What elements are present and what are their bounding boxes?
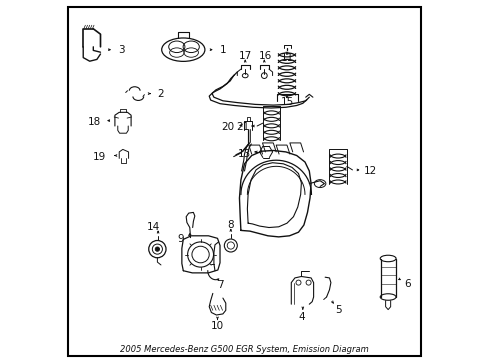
Text: 7: 7 (216, 280, 223, 290)
Text: 5: 5 (334, 305, 341, 315)
Text: 12: 12 (363, 166, 376, 176)
Text: 17: 17 (238, 51, 251, 61)
Text: 10: 10 (210, 321, 224, 331)
Text: 4: 4 (298, 312, 305, 322)
Text: 2: 2 (157, 89, 163, 99)
Text: 18: 18 (87, 117, 101, 127)
Text: 11: 11 (280, 53, 293, 63)
Text: 20: 20 (221, 122, 234, 132)
Text: 9: 9 (177, 234, 183, 244)
Text: 6: 6 (404, 279, 410, 289)
Text: 21: 21 (236, 122, 249, 132)
Text: 15: 15 (280, 96, 293, 107)
Text: 16: 16 (258, 51, 271, 61)
Text: 19: 19 (93, 152, 106, 162)
Text: 13: 13 (237, 149, 251, 159)
Text: 1: 1 (219, 45, 226, 55)
Text: 8: 8 (227, 220, 234, 230)
Text: 2005 Mercedes-Benz G500 EGR System, Emission Diagram: 2005 Mercedes-Benz G500 EGR System, Emis… (120, 346, 368, 354)
Text: 3: 3 (118, 45, 124, 55)
Text: 14: 14 (147, 222, 160, 232)
Circle shape (155, 247, 159, 251)
